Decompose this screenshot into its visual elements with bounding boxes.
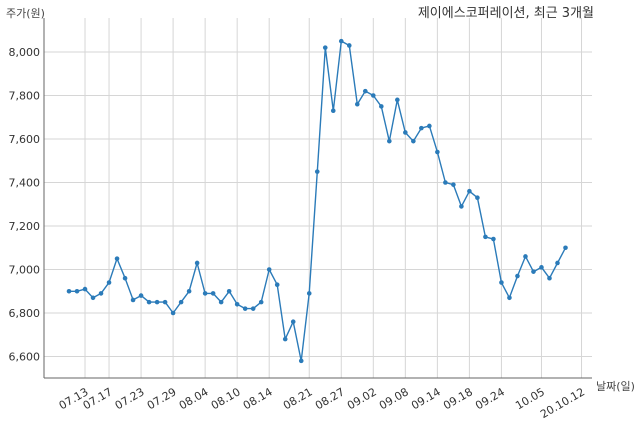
y-tick-label: 8,000: [9, 46, 41, 59]
data-point: [122, 275, 128, 281]
price-series: [66, 38, 568, 364]
data-point: [467, 188, 472, 194]
data-point: [459, 204, 464, 209]
x-tick-label: 09.08: [377, 385, 411, 412]
data-point: [154, 299, 160, 305]
y-axis-label: 주가(원): [6, 7, 45, 20]
data-point: [194, 260, 200, 266]
data-point: [435, 149, 440, 155]
data-point: [186, 288, 192, 294]
data-point: [290, 319, 296, 325]
data-point: [146, 299, 152, 305]
x-axis-label: 날짜(일): [596, 379, 635, 393]
data-point: [475, 195, 480, 201]
x-tick-label: 08.27: [313, 385, 347, 412]
data-point: [74, 288, 80, 294]
data-point: [250, 306, 256, 311]
data-point: [218, 299, 224, 305]
data-point: [130, 297, 136, 303]
data-point: [379, 104, 384, 109]
axes: [43, 18, 592, 379]
x-tick-label: 09.14: [409, 385, 443, 412]
data-point: [114, 256, 120, 261]
data-point: [234, 302, 240, 307]
data-point: [354, 101, 360, 107]
data-point: [306, 291, 312, 296]
x-tick-label: 08.04: [177, 385, 211, 412]
y-axis-ticks: 6,600 6,800 7,000 7,200 7,400 7,600 7,800 8,000: [9, 46, 41, 364]
data-point: [202, 291, 208, 296]
x-tick-label: 20.10.12: [538, 385, 587, 419]
data-point: [178, 299, 184, 305]
data-point: [427, 123, 432, 129]
data-point: [362, 88, 368, 94]
data-point: [531, 269, 536, 274]
data-point: [242, 306, 248, 311]
data-point: [555, 260, 560, 266]
y-tick-label: 6,600: [9, 351, 41, 364]
data-point: [338, 38, 344, 44]
x-tick-label: 08.14: [241, 385, 275, 412]
data-point: [258, 299, 264, 305]
data-point: [170, 310, 176, 316]
data-point: [395, 97, 400, 103]
x-tick-label: 09.18: [441, 385, 475, 412]
data-point: [282, 336, 288, 342]
chart-title: 제이에스코퍼레이션, 최근 3개월: [418, 6, 594, 21]
data-point: [515, 273, 520, 279]
y-tick-label: 6,800: [9, 307, 41, 320]
x-tick-label: 08.21: [281, 385, 315, 412]
x-tick-label: 07.23: [113, 385, 147, 412]
data-point: [563, 245, 568, 251]
x-tick-label: 07.29: [145, 385, 179, 412]
data-point: [226, 288, 232, 294]
data-point: [419, 125, 424, 131]
y-tick-label: 7,800: [9, 90, 41, 103]
data-point: [162, 299, 168, 305]
data-point: [98, 291, 104, 296]
data-point: [547, 275, 552, 281]
y-tick-label: 7,200: [9, 220, 41, 233]
data-point: [443, 180, 448, 185]
y-tick-label: 7,600: [9, 133, 41, 146]
data-point: [371, 93, 376, 98]
data-point: [403, 130, 408, 135]
x-tick-label: 09.02: [345, 385, 379, 412]
data-point: [483, 234, 488, 240]
data-point: [82, 286, 88, 292]
data-point: [330, 108, 336, 114]
data-point: [314, 169, 320, 174]
data-point: [451, 182, 456, 187]
data-point: [387, 138, 392, 144]
data-point: [210, 291, 216, 296]
data-point: [106, 280, 112, 285]
data-point: [322, 45, 328, 50]
data-point: [491, 236, 496, 242]
data-point: [499, 280, 504, 285]
data-point: [266, 267, 272, 272]
data-point: [138, 293, 144, 298]
data-point: [90, 295, 96, 301]
data-point: [346, 43, 352, 48]
y-tick-label: 7,000: [9, 264, 41, 277]
data-point: [507, 295, 512, 301]
grid-lines: [44, 18, 592, 378]
data-point: [298, 358, 304, 364]
data-point: [66, 288, 72, 294]
x-tick-label: 09.24: [473, 385, 507, 412]
x-tick-label: 08.10: [209, 385, 243, 412]
y-tick-label: 7,400: [9, 177, 41, 190]
data-point: [539, 265, 544, 270]
data-point: [523, 254, 528, 259]
data-point: [274, 282, 280, 288]
data-point: [411, 138, 416, 144]
